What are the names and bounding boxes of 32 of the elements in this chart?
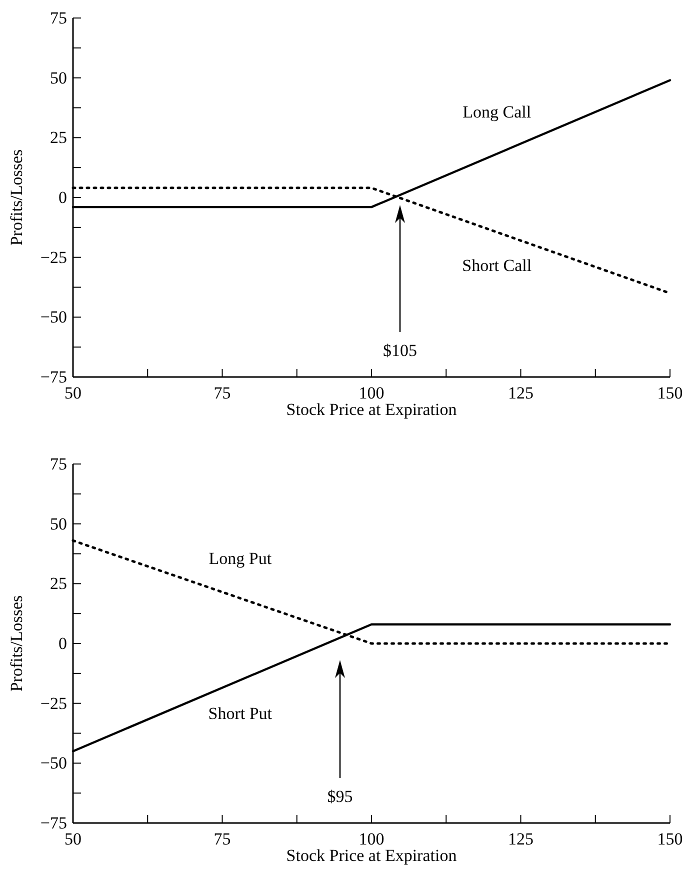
x-tick-label: 100 — [358, 829, 384, 848]
y-tick-label: 75 — [50, 8, 67, 28]
y-axis-title: Profits/Losses — [7, 595, 26, 692]
y-tick-label: −50 — [40, 754, 67, 773]
y-tick-label: 0 — [58, 188, 67, 207]
y-tick-label: −50 — [40, 308, 67, 327]
x-axis-title: Stock Price at Expiration — [286, 846, 458, 865]
y-axis-title: Profits/Losses — [7, 149, 26, 246]
series-label: Short Put — [208, 704, 272, 724]
x-tick-label: 75 — [214, 383, 231, 402]
x-tick-label: 125 — [508, 383, 534, 402]
series-label: Long Put — [208, 549, 272, 568]
x-axis-title: Stock Price at Expiration — [286, 400, 458, 419]
x-tick-label: 75 — [214, 829, 231, 848]
y-tick-label: −75 — [40, 813, 67, 832]
y-tick-label: 0 — [58, 634, 67, 653]
annotation: $105 — [383, 340, 417, 360]
x-tick-label: 100 — [358, 383, 384, 402]
series-label: Long Call — [462, 102, 532, 122]
y-tick-label: −25 — [40, 248, 67, 267]
y-tick-label: 25 — [50, 574, 67, 594]
series-label: Short Call — [462, 256, 532, 276]
x-tick-label: 150 — [657, 383, 683, 402]
y-tick-label: 75 — [50, 454, 67, 474]
y-tick-label: −25 — [40, 694, 67, 713]
y-tick-label: −75 — [40, 367, 67, 386]
y-tick-label: 25 — [50, 128, 67, 148]
x-tick-label: 150 — [657, 829, 683, 848]
annotation: $95 — [327, 786, 353, 806]
y-tick-label: 50 — [50, 68, 67, 88]
x-tick-label: 125 — [508, 829, 534, 848]
y-tick-label: 50 — [50, 514, 67, 534]
